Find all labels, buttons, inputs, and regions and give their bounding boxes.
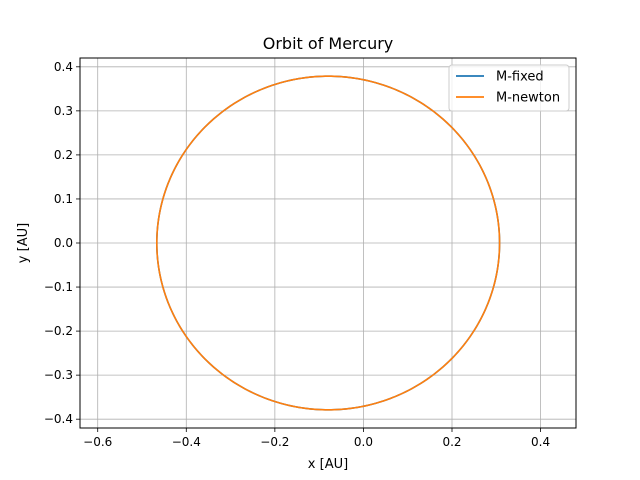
chart-title: Orbit of Mercury [263, 34, 394, 53]
series-layer [156, 75, 501, 411]
x-tick-label: −0.6 [83, 435, 112, 449]
series-line-m-newton [156, 75, 501, 411]
y-axis-label: y [AU] [16, 223, 31, 263]
y-tick-label: 0.1 [54, 192, 73, 206]
y-tick-label: 0.2 [54, 148, 73, 162]
y-tick-label: 0.0 [54, 236, 73, 250]
y-axis: 0.4 0.3 0.2 0.1 0.0 −0.1 −0.2 −0.3 −0.4 [44, 60, 80, 426]
legend: M-fixed M-newton [448, 64, 570, 112]
y-tick-label: 0.4 [54, 60, 73, 74]
legend-label: M-fixed [496, 70, 544, 85]
x-axis-label: x [AU] [308, 457, 348, 472]
y-tick-label: −0.3 [44, 368, 73, 382]
y-tick-label: −0.4 [44, 412, 73, 426]
x-axis: −0.6 −0.4 −0.2 0.0 0.2 0.4 [83, 428, 550, 449]
y-tick-label: 0.3 [54, 104, 73, 118]
legend-label: M-newton [496, 91, 560, 106]
x-tick-label: −0.4 [172, 435, 201, 449]
x-tick-label: −0.2 [260, 435, 289, 449]
x-tick-label: 0.0 [354, 435, 373, 449]
y-tick-label: −0.1 [44, 280, 73, 294]
y-tick-label: −0.2 [44, 324, 73, 338]
x-tick-label: 0.4 [531, 435, 550, 449]
x-tick-label: 0.2 [442, 435, 461, 449]
